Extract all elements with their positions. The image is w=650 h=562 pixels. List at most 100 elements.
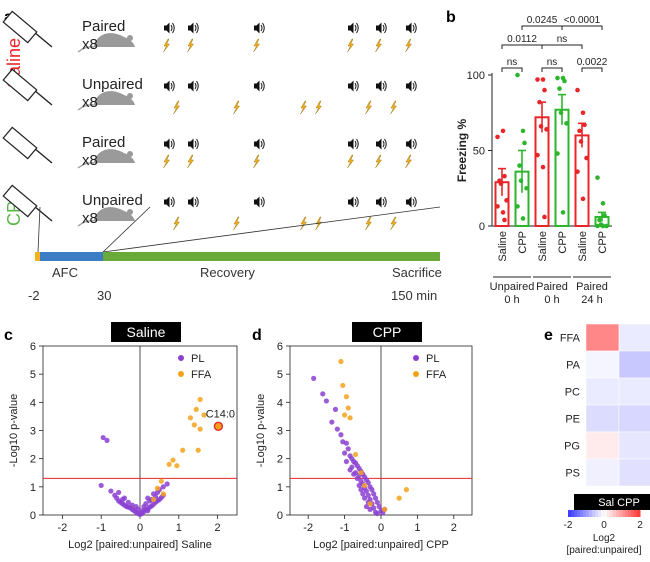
- pl-point: [108, 488, 114, 494]
- colorbar-segment: [595, 510, 599, 517]
- data-point: [557, 86, 562, 91]
- shock-icon: [233, 100, 240, 115]
- ffa-point: [187, 415, 194, 421]
- colorbar-segment: [580, 510, 584, 517]
- speaker-icon: [163, 138, 175, 150]
- pl-point: [342, 450, 348, 456]
- pl-point: [143, 501, 149, 507]
- significance-bracket: [581, 67, 603, 72]
- colorbar-label: Log2: [593, 533, 616, 544]
- colorbar-segment: [598, 510, 602, 517]
- data-point: [538, 124, 544, 129]
- pl-point: [345, 446, 351, 452]
- y-axis-label: -Log10 p-value: [8, 394, 20, 467]
- timeline-tick-end: 150 min: [391, 288, 437, 303]
- heatmap-row-label: PG: [564, 441, 580, 453]
- speaker-icon: [253, 22, 265, 34]
- speaker-icon: [347, 196, 359, 208]
- ffa-point: [193, 406, 199, 412]
- y-tick-label: 2: [277, 454, 283, 466]
- group-label: 0 h: [504, 294, 519, 306]
- pl-point: [374, 510, 380, 517]
- panel-letter-e: e: [544, 327, 553, 344]
- data-point: [578, 139, 584, 144]
- pl-point: [351, 471, 357, 477]
- ffa-point: [382, 506, 388, 512]
- volcano-plot-saline: -2 -1 0 1 2 0 1 2 3 4 5 6 C14:0 PL FFA Saline Log2 [pair…: [8, 322, 238, 551]
- data-point: [518, 178, 524, 183]
- y-axis-label: -Log10 p-value: [255, 394, 267, 467]
- ffa-point: [342, 412, 348, 418]
- y-tick-label: 2: [30, 454, 36, 466]
- colorbar-tick-label: 2: [637, 520, 643, 531]
- volcano-plot-cpp: -2 -1 0 1 2 0 1 2 3 4 5 6 PL FFA CPP Log2 [paired:unpai…: [255, 322, 473, 551]
- protocol-label: Paired: [82, 134, 125, 151]
- timeline-segment-pre: [35, 252, 40, 261]
- y-tick-label: 50: [473, 146, 485, 158]
- x-tick-label: -2: [58, 522, 68, 534]
- speaker-icon: [253, 80, 265, 92]
- pl-point: [360, 491, 366, 497]
- data-point: [495, 204, 500, 209]
- data-point: [597, 217, 602, 223]
- significance-bracket: [561, 25, 603, 30]
- group-label: 0 h: [544, 294, 559, 306]
- colorbar-tick-label: -2: [564, 520, 573, 531]
- pl-point: [354, 475, 360, 481]
- bar-label: CPP: [517, 231, 529, 254]
- colorbar-segment: [583, 510, 587, 517]
- panel-a: a Saline CPP Pairedx8Unpairedx8Pairedx8U…: [2, 9, 442, 303]
- ffa-point: [338, 358, 344, 365]
- y-tick-label: 1: [277, 482, 283, 494]
- x-tick-label: -2: [303, 522, 313, 534]
- heatmap-column-label-box: [574, 494, 650, 510]
- shock-icon: [173, 100, 180, 115]
- legend-marker: [178, 355, 184, 361]
- shock-icon: [365, 100, 372, 115]
- shock-icon: [187, 38, 194, 53]
- ffa-point: [154, 485, 161, 491]
- significance-label: ns: [557, 34, 568, 45]
- ffa-point: [191, 422, 197, 428]
- x-axis-label: Log2 [paired:unpaired] Saline: [68, 539, 212, 551]
- bar-label: CPP: [557, 231, 569, 254]
- data-point: [520, 216, 526, 221]
- pl-point: [356, 482, 362, 489]
- panel-b: b 0 50 100 Freezing % Saline CPP Saline CPP Sali…: [446, 9, 612, 306]
- speaker-icon: [253, 138, 265, 150]
- data-point: [600, 201, 606, 206]
- data-point: [520, 128, 526, 134]
- panel-letter-d: d: [252, 327, 262, 344]
- protocol-repeat: x8: [82, 36, 98, 53]
- colorbar-segment: [604, 510, 608, 517]
- speaker-icon: [163, 22, 175, 34]
- pl-point: [332, 406, 339, 412]
- legend-label: PL: [426, 353, 439, 365]
- y-tick-label: 6: [30, 341, 36, 353]
- pl-point: [104, 437, 110, 443]
- bar: [574, 134, 590, 227]
- speaker-icon: [253, 196, 265, 208]
- protocol-repeat: x8: [82, 210, 98, 227]
- bar: [534, 116, 550, 227]
- speaker-icon: [347, 80, 359, 92]
- colorbar-segment: [601, 510, 605, 517]
- y-tick-label: 0: [479, 221, 485, 233]
- y-tick-label: 0: [277, 510, 283, 522]
- data-point: [580, 110, 586, 116]
- speaker-icon: [347, 138, 359, 150]
- pl-point: [100, 434, 106, 441]
- heatmap-column-label: Sal CPP: [598, 497, 640, 509]
- colorbar-segment: [571, 510, 575, 517]
- heatmap-cell: [618, 350, 650, 379]
- heatmap-row-label: FFA: [560, 333, 581, 345]
- colorbar-segment: [586, 510, 590, 517]
- data-point: [555, 151, 560, 156]
- significance-bracket: [541, 44, 583, 49]
- data-point: [515, 72, 520, 78]
- x-tick-label: -1: [96, 522, 106, 534]
- heatmap-cell: [585, 404, 620, 433]
- y-tick-label: 4: [30, 397, 36, 409]
- heatmap-row-label: PA: [566, 360, 581, 372]
